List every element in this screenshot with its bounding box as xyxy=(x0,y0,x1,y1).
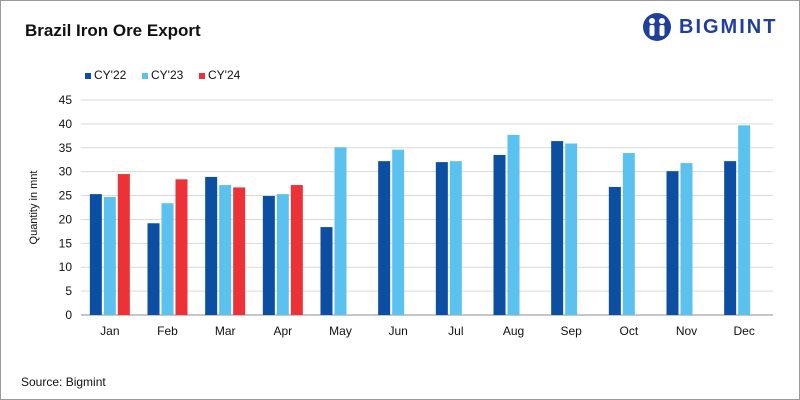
bars xyxy=(89,125,751,315)
bar xyxy=(290,185,303,315)
y-tick-label: 0 xyxy=(65,308,72,322)
y-tick-label: 20 xyxy=(59,212,73,226)
y-tick-label: 45 xyxy=(59,93,73,107)
legend-label: CY'23 xyxy=(151,68,184,82)
bar xyxy=(161,203,174,315)
bar xyxy=(608,186,621,315)
bar xyxy=(262,196,275,315)
bar xyxy=(666,171,679,315)
bar xyxy=(551,141,564,315)
bar xyxy=(147,223,160,315)
x-axis-ticks: Jan Feb Mar Apr May Jun Jul Aug Sep Oct Nov Dec xyxy=(100,324,755,338)
y-tick-label: 35 xyxy=(59,141,73,155)
bar xyxy=(622,153,635,315)
bar xyxy=(117,174,130,315)
x-tick-label: Jan xyxy=(100,324,119,338)
x-tick-label: Apr xyxy=(273,324,292,338)
gridlines xyxy=(81,99,773,316)
legend-swatch xyxy=(85,73,91,79)
legend-swatch xyxy=(142,73,148,79)
bar xyxy=(392,149,405,315)
x-tick-label: Jun xyxy=(388,324,407,338)
bar xyxy=(378,161,391,315)
x-tick-label: Jul xyxy=(448,324,463,338)
bar xyxy=(435,162,448,315)
y-tick-label: 10 xyxy=(59,260,73,274)
bar xyxy=(680,163,693,315)
source-note: Source: Bigmint xyxy=(21,375,106,389)
legend: CY'22 CY'23 CY'24 xyxy=(85,68,241,82)
y-tick-label: 25 xyxy=(59,189,73,203)
bar xyxy=(89,194,102,315)
x-tick-label: Aug xyxy=(503,324,524,338)
bar xyxy=(334,147,347,315)
bar xyxy=(103,196,116,315)
bar xyxy=(276,194,289,315)
bar xyxy=(565,143,578,315)
y-axis-ticks: 0 5 10 15 20 25 30 35 40 45 xyxy=(59,93,73,322)
bar xyxy=(724,161,737,315)
x-tick-label: Dec xyxy=(733,324,754,338)
x-tick-label: Feb xyxy=(157,324,178,338)
bar xyxy=(449,161,462,315)
x-tick-label: Sep xyxy=(560,324,582,338)
x-tick-label: Mar xyxy=(215,324,236,338)
y-axis-title: Quantity in mnt xyxy=(28,171,40,245)
x-tick-label: Nov xyxy=(676,324,697,338)
brand-name: BIGMINT xyxy=(679,16,778,38)
x-tick-label: Oct xyxy=(619,324,638,338)
bar xyxy=(507,134,520,315)
bar xyxy=(219,185,232,315)
x-tick-label: May xyxy=(329,324,352,338)
y-tick-label: 15 xyxy=(59,236,73,250)
bigmint-logo-icon xyxy=(643,13,671,41)
legend-swatch xyxy=(199,73,205,79)
bar xyxy=(493,154,506,315)
y-tick-label: 40 xyxy=(59,117,73,131)
y-tick-label: 30 xyxy=(59,165,73,179)
legend-label: CY'24 xyxy=(208,68,241,82)
bar xyxy=(738,125,751,315)
y-tick-label: 5 xyxy=(65,284,72,298)
bar xyxy=(320,227,333,315)
legend-label: CY'22 xyxy=(94,68,127,82)
bar xyxy=(233,187,246,315)
bar xyxy=(175,179,188,315)
bar xyxy=(205,176,218,315)
bigmint-logo: BIGMINT xyxy=(641,11,791,43)
chart-title: Brazil Iron Ore Export xyxy=(25,21,201,40)
